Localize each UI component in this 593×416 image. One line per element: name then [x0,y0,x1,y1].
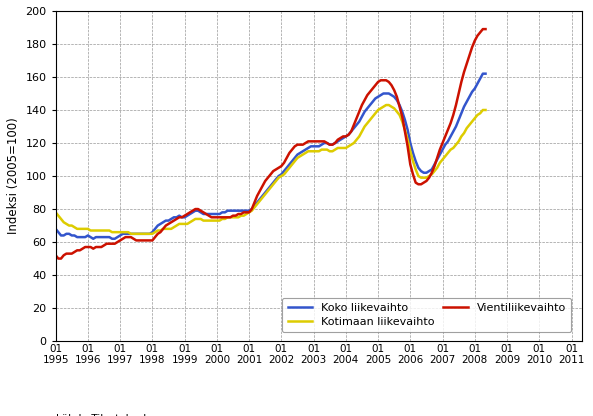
Line: Vientiliikevaihto: Vientiliikevaihto [56,29,486,259]
Kotimaan liikevaihto [127,231,135,236]
Koko liikevaihto [173,215,180,220]
Kotimaan liikevaihto [213,218,221,223]
Y-axis label: Indeksi (2005=100): Indeksi (2005=100) [7,118,20,234]
Koko liikevaihto [482,71,489,76]
Kotimaan liikevaihto [466,122,473,127]
Koko liikevaihto [197,210,205,215]
Line: Kotimaan liikevaihto: Kotimaan liikevaihto [56,105,486,234]
Line: Koko liikevaihto: Koko liikevaihto [56,74,486,239]
Legend: Koko liikevaihto, Kotimaan liikevaihto, Vientiliikevaihto: Koko liikevaihto, Kotimaan liikevaihto, … [282,297,572,332]
Kotimaan liikevaihto [52,210,59,215]
Kotimaan liikevaihto [173,223,180,228]
Kotimaan liikevaihto [382,103,390,108]
Koko liikevaihto [90,236,97,241]
Vientiliikevaihto [482,27,489,32]
Kotimaan liikevaihto [436,160,444,165]
Koko liikevaihto [433,157,441,162]
Vientiliikevaihto [55,256,62,261]
Vientiliikevaihto [412,180,419,185]
Vientiliikevaihto [173,216,180,221]
Koko liikevaihto [412,158,419,163]
Koko liikevaihto [463,99,470,104]
Text: Lähde:Tilastokeskus: Lähde:Tilastokeskus [56,414,161,416]
Vientiliikevaihto [463,61,470,66]
Kotimaan liikevaihto [197,216,205,221]
Vientiliikevaihto [213,215,221,220]
Koko liikevaihto [479,71,486,76]
Vientiliikevaihto [433,156,441,161]
Koko liikevaihto [213,211,221,216]
Vientiliikevaihto [52,253,59,258]
Vientiliikevaihto [197,208,205,213]
Vientiliikevaihto [479,27,486,32]
Kotimaan liikevaihto [482,107,489,112]
Kotimaan liikevaihto [415,173,422,178]
Koko liikevaihto [52,226,59,231]
